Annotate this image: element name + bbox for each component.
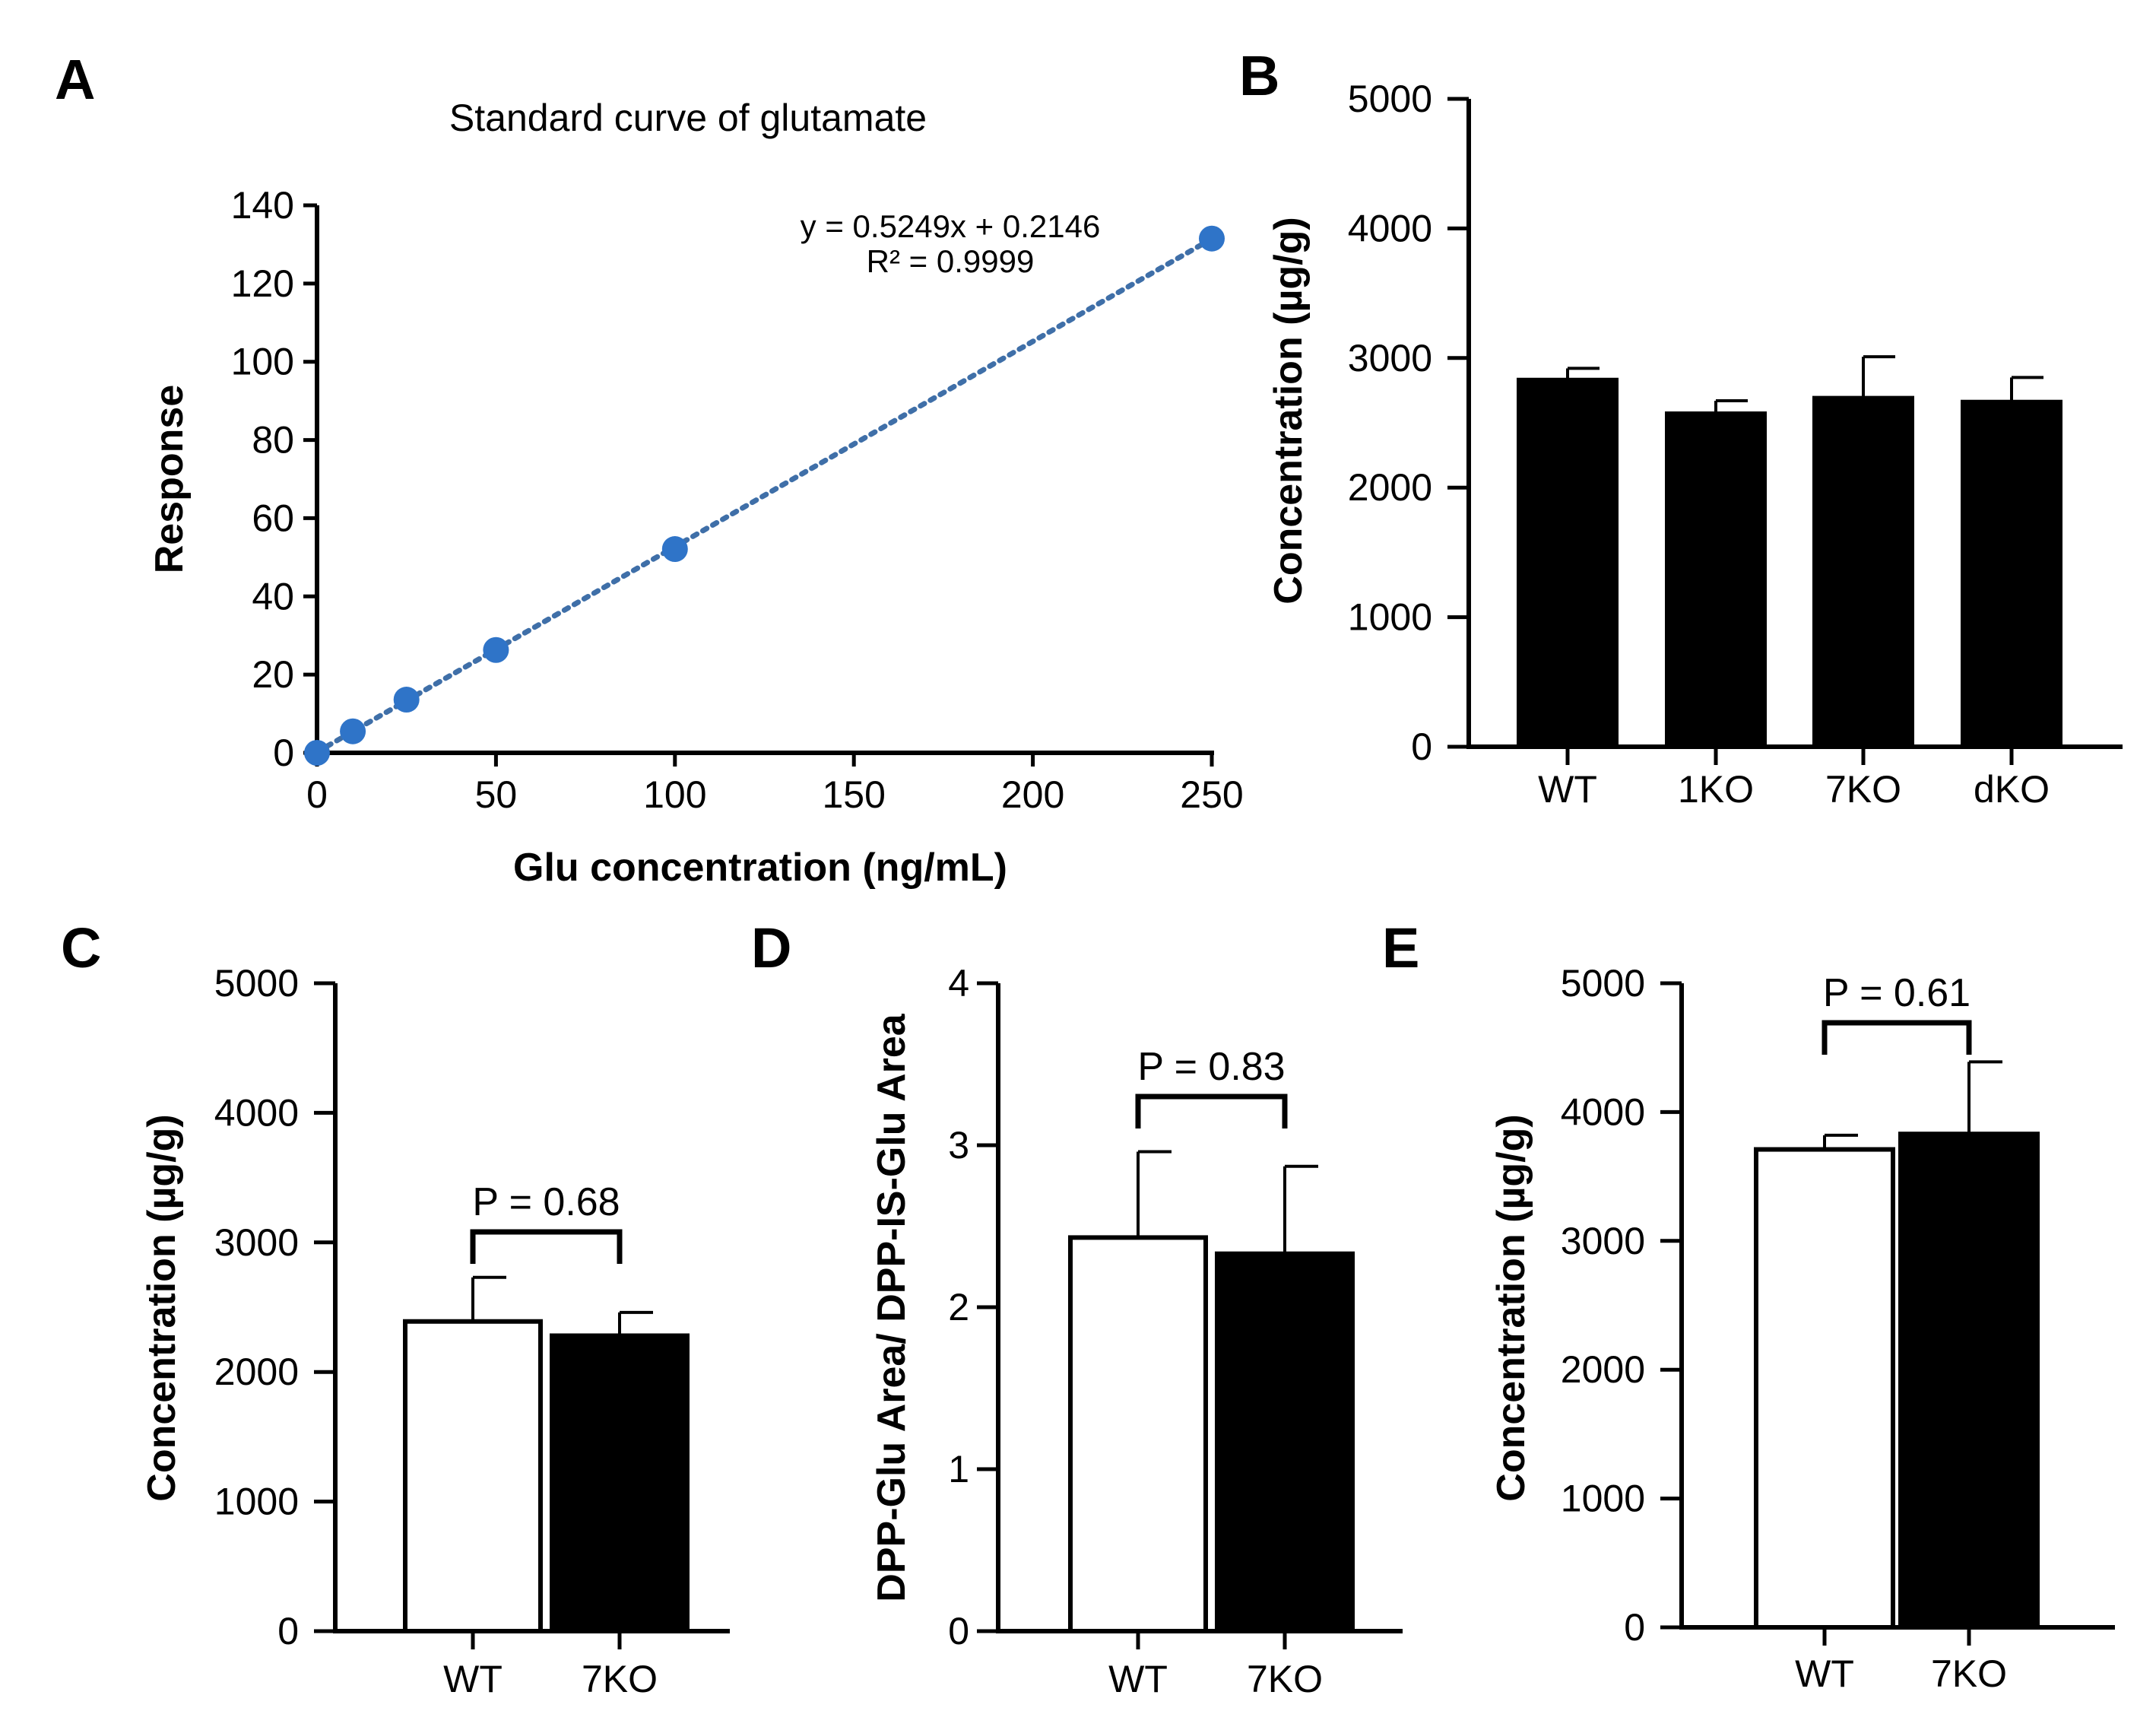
chart-b-category-label: 1KO <box>1678 768 1754 811</box>
chart-a-title: Standard curve of glutamate <box>449 97 927 139</box>
chart-e-y-tick-label: 4000 <box>1561 1090 1645 1133</box>
chart-e-p-value: P = 0.61 <box>1823 971 1971 1015</box>
chart-b-category-label: WT <box>1538 768 1597 811</box>
chart-d-bar-wt <box>1068 1235 1208 1634</box>
chart-a-y-tick-label: 80 <box>252 419 294 462</box>
chart-a-xlabel: Glu concentration (ng/mL) <box>513 846 1007 890</box>
trendline <box>314 236 1215 755</box>
panel-label-a: A <box>55 48 95 111</box>
panel-e: E Concentration (µg/g) WT 7KO 0 1000 2000 300… <box>1382 916 2115 1695</box>
chart-a-y-tick-label: 40 <box>252 575 294 617</box>
trendline-r-squared: R² = 0.9999 <box>867 243 1035 279</box>
panel-b: B Concentration (µg/g) WT 1KO 7KO dKO 0 1000 2… <box>1239 44 2123 811</box>
panel-label-d: D <box>751 916 791 979</box>
chart-c-y-tick-label: 4000 <box>214 1091 299 1134</box>
chart-b-y-tick-label: 1000 <box>1348 596 1432 639</box>
chart-c-bar-wt <box>403 1319 543 1634</box>
chart-c-p-value: P = 0.68 <box>472 1180 620 1224</box>
panel-a: A Standard curve of glutamate y = 0.5249… <box>55 48 1244 890</box>
chart-a-y-tick-label: 120 <box>231 262 294 305</box>
chart-a-x-tick-label: 200 <box>1001 773 1064 816</box>
chart-c-category-label: 7KO <box>582 1658 658 1700</box>
chart-c-y-tick-label: 5000 <box>214 962 299 1005</box>
chart-c-y-tick-label: 2000 <box>214 1351 299 1393</box>
chart-d-bar-7ko <box>1215 1251 1355 1633</box>
chart-b-y-tick-label: 2000 <box>1348 466 1432 509</box>
chart-e-significance-bracket <box>1822 1020 1972 1055</box>
chart-e-ylabel: Concentration (µg/g) <box>1489 1114 1533 1501</box>
chart-b-ylabel: Concentration (µg/g) <box>1267 217 1311 604</box>
chart-d-significance-bracket <box>1135 1094 1288 1128</box>
chart-c-y-tick-label: 3000 <box>214 1221 299 1264</box>
chart-a-x-tick-label: 250 <box>1180 773 1243 816</box>
chart-d-y-tick-label: 0 <box>948 1610 969 1652</box>
chart-a-x-tick-label: 150 <box>822 773 885 816</box>
panel-c: C Concentration (µg/g) WT 7KO 0 1000 2000 300… <box>61 916 730 1700</box>
chart-b-y-tick-label: 0 <box>1411 725 1432 768</box>
chart-b-y-tick-label: 5000 <box>1348 78 1432 120</box>
chart-e-y-tick-label: 3000 <box>1561 1220 1645 1262</box>
chart-e-bar-7ko <box>1898 1132 2040 1630</box>
panel-label-c: C <box>61 916 101 979</box>
chart-a-x-tick-label: 50 <box>475 773 518 816</box>
chart-c-y-tick-label: 0 <box>277 1610 299 1652</box>
chart-b-bar-dko <box>1961 399 2062 750</box>
chart-b-category-label: 7KO <box>1825 768 1901 811</box>
chart-a-ylabel: Response <box>147 385 192 574</box>
chart-d-y-tick-label: 4 <box>948 962 969 1005</box>
data-point <box>393 687 420 713</box>
chart-d-y-tick-label: 3 <box>948 1124 969 1167</box>
chart-e-y-tick-label: 1000 <box>1561 1478 1645 1520</box>
trendline-equation: y = 0.5249x + 0.2146 <box>801 208 1101 244</box>
chart-a-x-tick-label: 100 <box>643 773 706 816</box>
data-point <box>661 536 688 563</box>
chart-e-category-label: WT <box>1795 1652 1854 1695</box>
chart-a-y-tick-label: 100 <box>231 341 294 383</box>
chart-c-category-label: WT <box>443 1658 503 1700</box>
chart-b-bar-wt <box>1517 377 1619 749</box>
chart-d-y-tick-label: 1 <box>948 1448 969 1490</box>
chart-c-y-tick-label: 1000 <box>214 1481 299 1523</box>
data-point <box>483 636 509 663</box>
chart-b-bar-1ko <box>1665 411 1767 750</box>
chart-b-category-label: dKO <box>1974 768 2050 811</box>
data-point <box>1199 225 1225 252</box>
chart-a-y-tick-label: 60 <box>252 497 294 539</box>
panel-label-e: E <box>1382 916 1419 979</box>
chart-b-y-tick-label: 4000 <box>1348 207 1432 249</box>
chart-e-y-tick-label: 2000 <box>1561 1348 1645 1391</box>
chart-e-category-label: 7KO <box>1931 1652 2007 1695</box>
chart-e-bar-wt <box>1754 1147 1895 1630</box>
chart-a-y-tick-label: 0 <box>273 732 294 774</box>
chart-c-bar-7ko <box>550 1333 690 1634</box>
chart-d-ylabel: DPP-Glu Area/ DPP-IS-Glu Area <box>870 1013 914 1602</box>
chart-d-y-tick-label: 2 <box>948 1286 969 1328</box>
chart-c-ylabel: Concentration (µg/g) <box>140 1114 184 1501</box>
chart-b-bar-7ko <box>1812 395 1914 750</box>
chart-a-y-tick-label: 20 <box>252 653 294 696</box>
chart-c-significance-bracket <box>470 1229 623 1264</box>
panel-label-b: B <box>1239 44 1279 107</box>
chart-e-y-tick-label: 5000 <box>1561 962 1645 1005</box>
chart-d-p-value: P = 0.83 <box>1137 1045 1285 1089</box>
data-point <box>340 718 366 744</box>
chart-a-x-tick-label: 0 <box>306 773 328 816</box>
data-point <box>304 740 330 766</box>
chart-a-y-tick-label: 140 <box>231 184 294 227</box>
chart-d-category-label: 7KO <box>1247 1658 1323 1700</box>
chart-e-y-tick-label: 0 <box>1624 1606 1645 1649</box>
panel-d: D DPP-Glu Area/ DPP-IS-Glu Area WT 7KO 0 1 2… <box>751 916 1403 1700</box>
chart-b-y-tick-label: 3000 <box>1348 337 1432 379</box>
chart-d-category-label: WT <box>1108 1658 1168 1700</box>
